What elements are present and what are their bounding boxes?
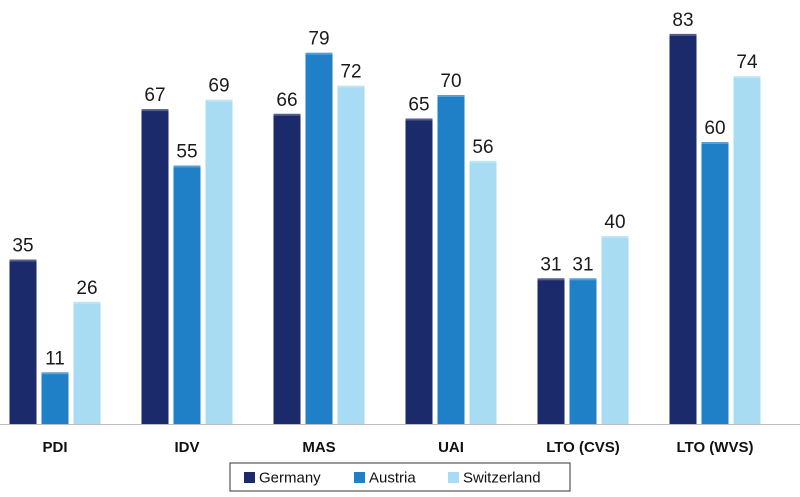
bar-highlight — [469, 160, 497, 163]
value-label-lto-cvs-germany: 31 — [540, 254, 561, 275]
bar-idv-austria — [173, 165, 201, 424]
value-label-mas-switzerland: 72 — [340, 62, 361, 83]
bar-highlight — [733, 76, 761, 79]
value-label-lto-wvs-germany: 83 — [672, 10, 693, 31]
value-label-lto-cvs-switzerland: 40 — [604, 212, 625, 233]
value-label-uai-switzerland: 56 — [472, 137, 493, 158]
category-label-idv: IDV — [174, 439, 199, 456]
legend-swatch-austria — [354, 472, 365, 483]
bar-lto-wvs-germany — [669, 33, 697, 425]
legend-label-germany: Germany — [259, 470, 321, 487]
value-label-uai-germany: 65 — [408, 95, 429, 116]
bar-mas-austria — [305, 52, 333, 424]
legend-box — [229, 462, 571, 492]
legend: Germany Austria Switzerland — [229, 462, 571, 492]
bar-highlight — [537, 278, 565, 281]
bar-lto-wvs-switzerland — [733, 76, 761, 424]
bar-highlight — [273, 113, 301, 116]
bar-lto-cvs-switzerland — [601, 236, 629, 424]
value-label-mas-germany: 66 — [276, 90, 297, 111]
bar-uai-germany — [405, 118, 433, 424]
legend-swatch-switzerland — [448, 472, 459, 483]
category-label-uai: UAI — [438, 439, 464, 456]
bar-pdi-austria — [41, 372, 69, 424]
bar-highlight — [669, 33, 697, 36]
bar-highlight — [437, 95, 465, 97]
value-label-mas-austria: 79 — [308, 29, 329, 50]
bar-pdi-switzerland — [73, 301, 101, 424]
legend-label-austria: Austria — [369, 470, 416, 487]
bar-uai-austria — [437, 95, 465, 424]
value-label-idv-austria: 55 — [176, 142, 197, 163]
value-label-idv-germany: 67 — [144, 85, 165, 106]
bar-lto-cvs-germany — [537, 278, 565, 424]
bar-highlight — [73, 301, 101, 304]
value-label-pdi-austria: 11 — [45, 348, 65, 369]
value-label-idv-switzerland: 69 — [208, 76, 229, 97]
bars-group — [9, 33, 761, 425]
bar-highlight — [601, 236, 629, 238]
bar-lto-wvs-austria — [701, 142, 729, 424]
legend-label-switzerland: Switzerland — [463, 470, 541, 487]
bar-idv-switzerland — [205, 99, 233, 424]
value-label-lto-wvs-austria: 60 — [704, 118, 725, 139]
value-labels-group: 35 11 26 67 55 69 66 79 72 65 70 56 31 31 40 83 60 74 — [12, 10, 758, 369]
value-label-lto-cvs-austria: 31 — [572, 254, 593, 275]
bar-highlight — [205, 99, 233, 102]
legend-swatch-germany — [244, 472, 255, 483]
category-label-lto-wvs: LTO (WVS) — [677, 439, 754, 456]
bar-uai-switzerland — [469, 160, 497, 425]
bar-highlight — [305, 52, 333, 55]
value-label-pdi-switzerland: 26 — [76, 278, 97, 299]
bar-mas-germany — [273, 113, 301, 425]
category-label-pdi: PDI — [42, 439, 67, 456]
bar-highlight — [9, 259, 37, 262]
bar-highlight — [569, 278, 597, 281]
bar-idv-germany — [141, 109, 169, 424]
category-label-mas: MAS — [302, 439, 335, 456]
value-label-uai-austria: 70 — [440, 71, 461, 92]
bar-pdi-germany — [9, 259, 37, 424]
bar-highlight — [337, 85, 365, 88]
category-label-lto-cvs: LTO (CVS) — [546, 439, 620, 456]
value-label-pdi-germany: 35 — [12, 236, 33, 257]
bar-highlight — [701, 142, 729, 144]
bar-mas-switzerland — [337, 85, 365, 424]
bar-highlight — [405, 118, 433, 121]
value-label-lto-wvs-switzerland: 74 — [736, 52, 758, 73]
category-labels-group: PDI IDV MAS UAI LTO (CVS) LTO (WVS) — [42, 439, 753, 456]
bar-lto-cvs-austria — [569, 278, 597, 424]
bar-highlight — [41, 372, 69, 375]
bar-highlight — [141, 109, 169, 112]
bar-highlight — [173, 165, 201, 168]
